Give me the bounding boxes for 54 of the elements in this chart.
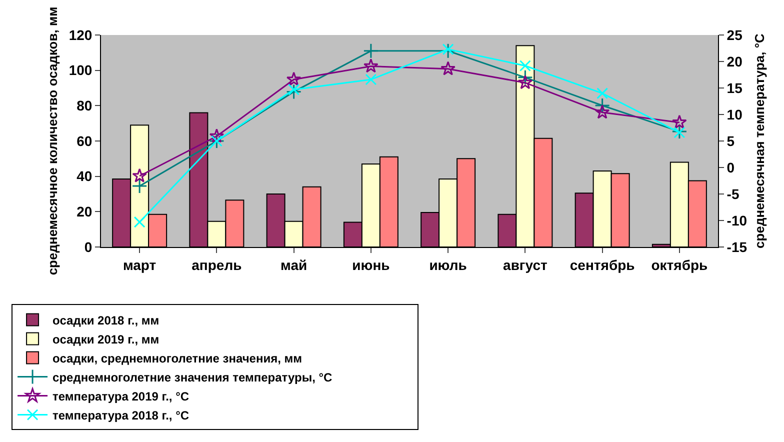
y-tick-label: 120 — [68, 26, 92, 43]
x-tick-label: июнь — [352, 256, 390, 273]
point — [134, 216, 146, 228]
x-tick-label: сентябрь — [570, 256, 636, 273]
legend-label: осадки, среднемноголетние значения, мм — [52, 351, 302, 366]
legend-label: осадки 2019 г., мм — [52, 332, 160, 346]
y-tick-label: 20 — [76, 204, 92, 220]
y2-tick-label: 20 — [726, 53, 743, 70]
y2-tick-label: 0 — [726, 159, 735, 176]
point — [442, 44, 454, 56]
legend-label: температура 2018 г., °С — [52, 408, 190, 422]
y-tick-label: 40 — [76, 168, 92, 184]
y-tick-label: 100 — [68, 62, 92, 78]
y2-tick-label: -5 — [726, 186, 740, 202]
legend-label: среднемноголетние значения температуры, °С — [52, 370, 333, 384]
y-axis-title: среднемесячное количество осадков, мм — [44, 6, 60, 276]
legend-label: температура 2019 г., °С — [52, 389, 190, 404]
y-tick-label: 80 — [76, 98, 92, 114]
point — [596, 88, 608, 100]
point — [286, 84, 302, 100]
point — [363, 43, 379, 59]
point — [209, 128, 224, 143]
x-tick-label: июль — [429, 256, 468, 273]
y2-tick-label: -10 — [726, 212, 748, 228]
point — [365, 74, 377, 86]
y2-tick-label: 15 — [726, 80, 743, 96]
point — [440, 43, 456, 59]
x-tick-label: май — [280, 256, 308, 273]
y2-tick-label: 5 — [726, 132, 735, 149]
point — [288, 84, 300, 96]
y-tick-label: 0 — [84, 238, 92, 255]
point — [594, 104, 610, 119]
x-tick-label: апрель — [192, 256, 242, 273]
y2-axis-title: среднемесячная температура, °С — [752, 32, 767, 248]
point — [517, 70, 533, 86]
x-tick-label: август — [503, 256, 548, 273]
point — [440, 61, 456, 76]
point — [672, 124, 688, 140]
y2-tick-label: 25 — [726, 26, 743, 43]
x-tick-label: октябрь — [651, 256, 708, 273]
point — [132, 178, 148, 194]
point — [286, 72, 302, 86]
point — [132, 168, 147, 182]
y-tick-label: 60 — [76, 132, 92, 149]
y2-tick-label: -15 — [726, 238, 748, 255]
point — [518, 74, 533, 90]
point — [674, 126, 686, 138]
point — [594, 98, 610, 114]
point — [364, 58, 378, 73]
point — [519, 60, 531, 72]
point — [672, 114, 687, 129]
legend-label: осадки 2018 г., мм — [52, 313, 160, 328]
y2-tick-label: 10 — [726, 106, 743, 122]
x-tick-label: март — [122, 256, 156, 273]
